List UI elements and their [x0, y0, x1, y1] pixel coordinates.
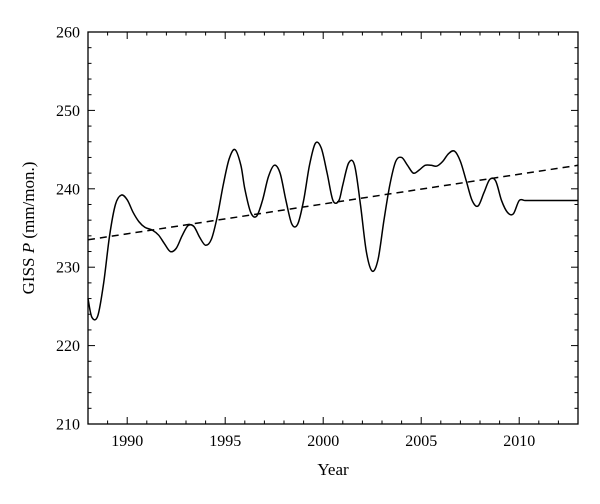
y-tick-label: 210 [56, 417, 80, 434]
y-tick-label: 260 [56, 25, 80, 42]
y-tick-label: 250 [56, 103, 80, 120]
y-axis-label-prefix: GISS [19, 253, 38, 294]
y-tick-label: 220 [56, 338, 80, 355]
y-axis-label: GISS P (mm/mon.) [19, 162, 38, 295]
y-axis-label-unit: (mm/mon.) [19, 162, 38, 243]
trend-line [87, 164, 579, 241]
plot-frame [87, 31, 579, 425]
series-layer [87, 141, 579, 321]
precipitation-series-line [87, 141, 578, 321]
x-axis-label: Year [317, 460, 349, 479]
x-tick-label: 2010 [503, 433, 535, 450]
axis-ticks: 1990 1995 2000 2005 2010 210 220 230 240 250 260 [56, 25, 579, 450]
x-tick-label: 1995 [209, 433, 241, 450]
y-tick-label: 230 [56, 260, 80, 277]
y-tick-label: 240 [56, 181, 80, 198]
y-axis-label-variable: P [19, 243, 38, 254]
x-tick-label: 2005 [405, 433, 437, 450]
x-tick-label: 2000 [307, 433, 339, 450]
x-tick-label: 1990 [111, 433, 143, 450]
